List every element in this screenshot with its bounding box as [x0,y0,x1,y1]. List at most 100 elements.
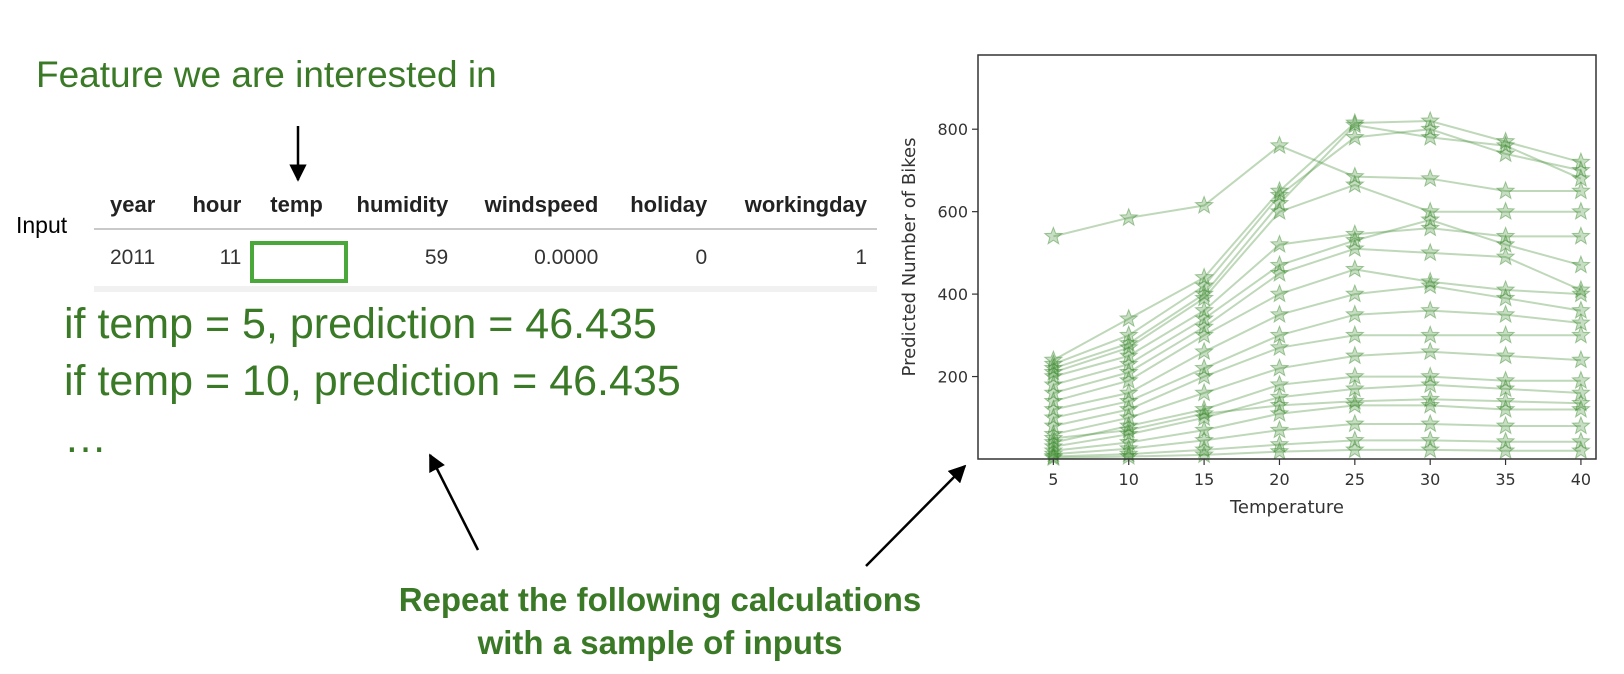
data-point-star [1269,184,1290,204]
chart-series-line [1043,324,1591,435]
series-line [1053,383,1581,448]
series-line [1053,247,1582,394]
data-point-star [1344,223,1365,243]
data-point-star [1495,345,1516,365]
data-point-star [1118,353,1139,373]
chart-series-line [1043,118,1591,373]
cell-windspeed: 0.0000 [458,229,609,292]
series-line [1053,124,1582,370]
data-point-star [1495,399,1516,418]
chart-series-line [1043,209,1591,394]
data-point-star [1118,432,1139,451]
data-point-star [1118,415,1139,435]
data-point-star [1344,230,1365,249]
data-point-star [1571,392,1591,412]
data-point-star [1344,174,1365,194]
col-header-humidity: humidity [332,182,459,230]
chart-series-line [1043,258,1591,410]
data-point-star [1118,407,1139,427]
data-point-star [1420,201,1441,221]
chart-series-line [1043,238,1591,402]
data-point-star [1571,279,1591,299]
data-point-star [1571,180,1591,200]
data-point-star [1269,337,1290,357]
data-point-star [1420,217,1441,237]
data-point-star [1043,407,1064,427]
chart-series-line [1043,174,1591,381]
data-point-star [1571,440,1591,460]
data-point-star [1420,126,1441,146]
chart-series-line [1043,394,1591,460]
data-point-star [1194,267,1215,287]
data-point-star [1495,246,1516,266]
data-point-star [1571,349,1591,369]
cell-hour: 11 [174,229,252,292]
data-point-star [1571,283,1591,303]
data-point-star [1194,324,1215,344]
x-tick-label: 35 [1495,470,1515,489]
data-point-star [1043,415,1064,435]
data-point-star [1043,436,1064,456]
data-point-star [1043,366,1064,385]
data-point-star [1043,382,1064,402]
x-axis-label: Temperature [1229,497,1344,518]
data-point-star [1571,225,1591,245]
data-point-star [1118,399,1139,418]
data-point-star [1571,415,1591,435]
data-point-star [1269,419,1290,439]
data-point-star [1269,263,1290,282]
x-tick-label: 30 [1420,470,1440,489]
data-point-star [1495,234,1516,254]
series-line [1053,398,1581,440]
x-tick-label: 5 [1048,470,1058,489]
data-point-star [1571,399,1591,418]
data-point-star [1495,324,1516,344]
data-point-star [1118,370,1139,390]
col-header-workingday: workingday [717,182,877,230]
chart-series-line [1043,429,1591,465]
prediction-ellipsis: … [64,414,107,462]
data-point-star [1269,254,1290,274]
input-label: Input [16,212,68,238]
data-point-star [1194,419,1215,439]
data-point-star [1344,114,1365,134]
data-point-star [1420,209,1441,229]
data-point-star [1118,308,1139,328]
data-point-star [1571,159,1591,179]
chart-series-line [1043,300,1591,427]
data-point-star [1495,304,1516,324]
y-tick-label: 400 [937,285,968,304]
x-tick-label: 20 [1269,470,1289,489]
feature-annotation-heading: Feature we are interested in [36,54,497,95]
data-point-star [1118,419,1139,439]
data-point-star [1495,415,1516,435]
data-point-star [1269,135,1290,155]
chart-series-line [1043,217,1591,385]
data-point-star [1043,432,1064,451]
chart-series-line [1043,135,1591,245]
data-point-star [1269,374,1290,394]
data-point-star [1571,382,1591,402]
data-point-star [1344,112,1365,132]
chart-series-line [1043,114,1591,377]
data-point-star [1571,312,1591,332]
data-point-star [1344,394,1365,414]
y-tick-label: 600 [937,203,968,222]
data-point-star [1043,349,1064,369]
data-point-star [1420,324,1441,344]
data-point-star [1043,390,1064,410]
data-point-star [1269,386,1290,406]
table-header-row: year hour temp humidity windspeed holida… [94,182,877,230]
data-point-star [1420,168,1441,188]
data-point-star [1495,279,1516,299]
arrow-to-predictions [428,453,480,551]
data-point-star [1571,201,1591,221]
data-point-star [1344,166,1365,186]
data-point-star [1194,308,1215,328]
series-line [1053,350,1581,436]
data-point-star [1118,324,1139,344]
data-point-star [1344,345,1365,365]
data-point-star [1344,238,1365,258]
data-point-star [1495,225,1516,245]
